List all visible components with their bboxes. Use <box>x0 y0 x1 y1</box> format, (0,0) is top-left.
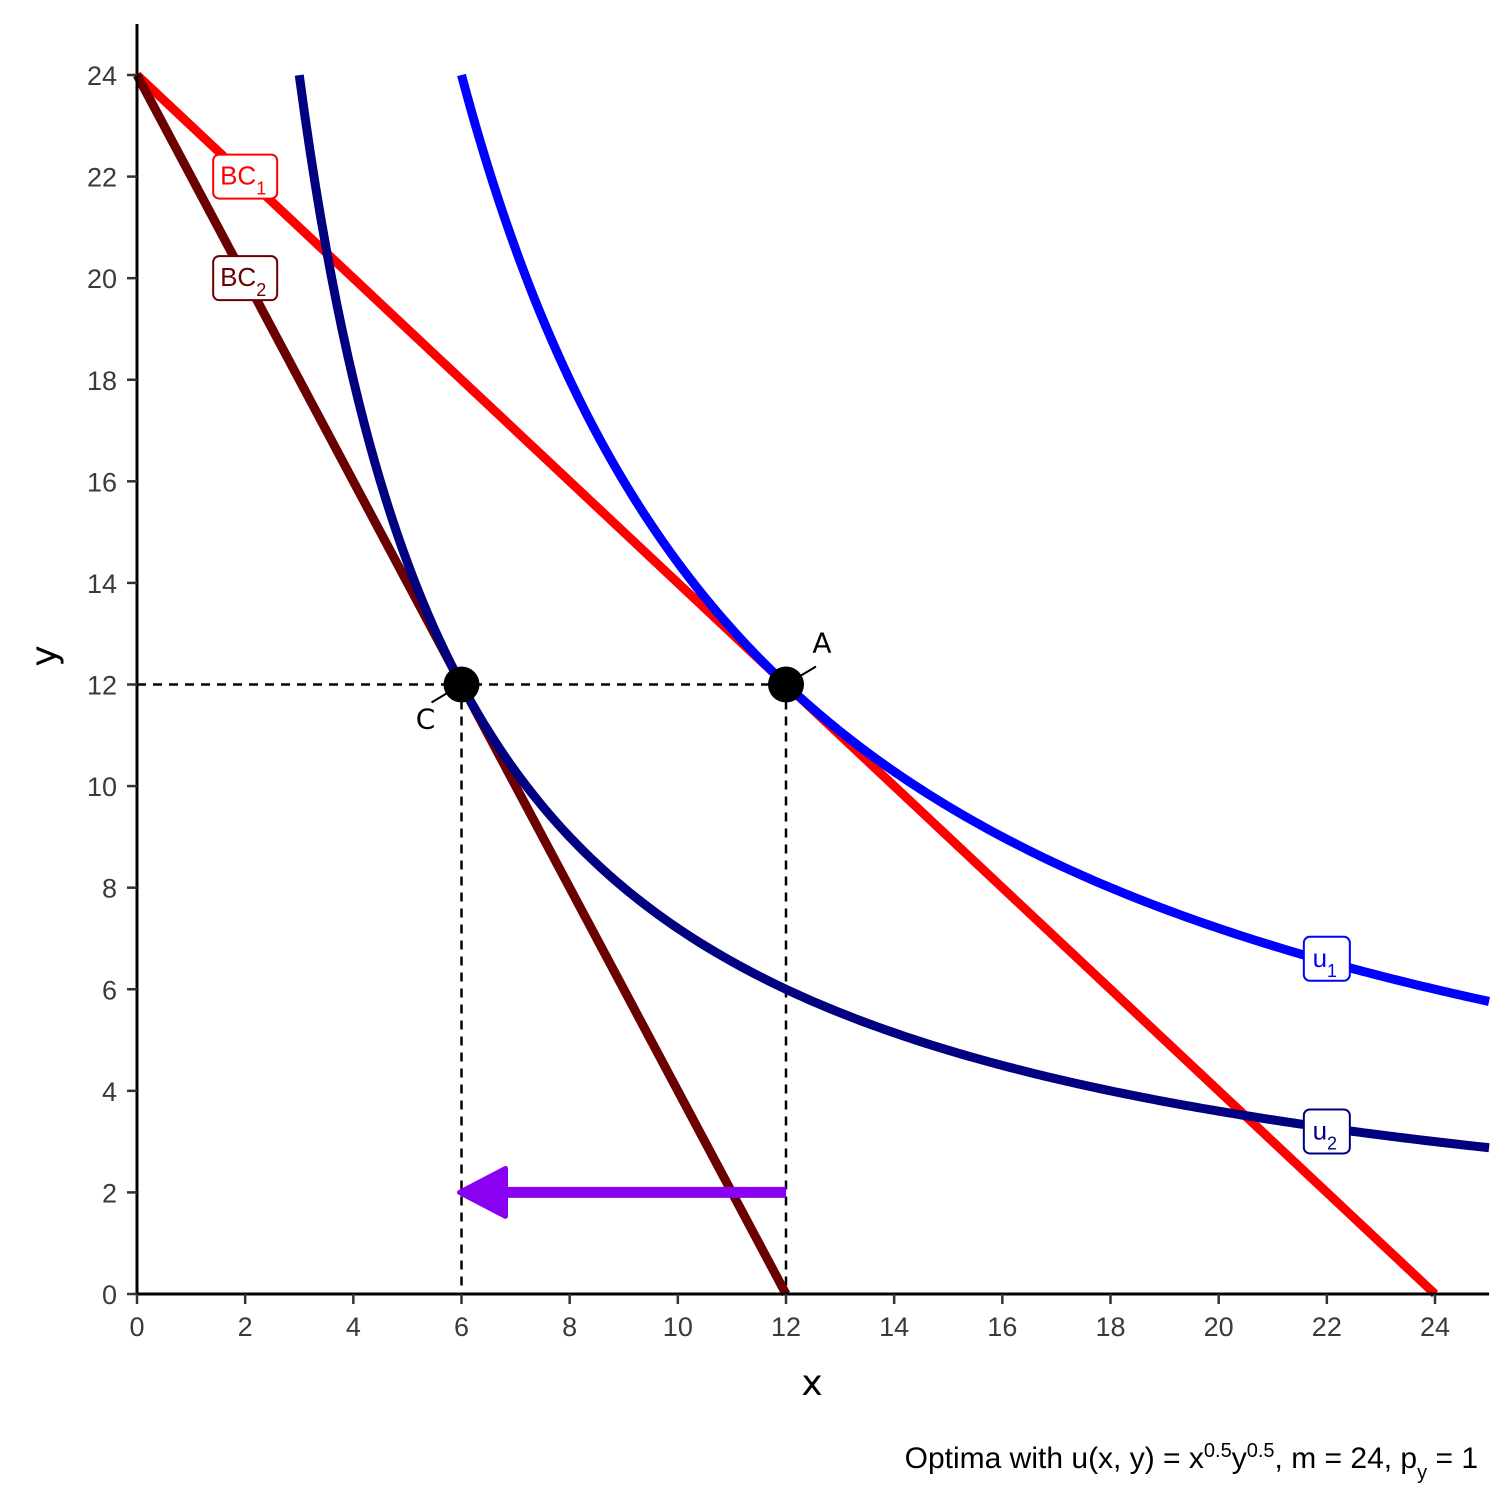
x-tick-label: 20 <box>1204 1312 1234 1342</box>
point-label-C: C <box>416 703 436 736</box>
y-tick-label: 24 <box>87 61 117 91</box>
y-tick-label: 12 <box>87 671 117 701</box>
label-main-u2: u <box>1313 1115 1327 1145</box>
x-tick-label: 0 <box>129 1312 144 1342</box>
chart-caption: Optima with u(x, y) = x0.5y0.5, m = 24, … <box>905 1440 1478 1484</box>
y-tick-label: 10 <box>87 772 117 802</box>
x-tick-label: 6 <box>454 1312 469 1342</box>
label-sub-BC2: 2 <box>256 280 266 300</box>
y-tick-label: 8 <box>102 874 117 904</box>
x-tick-label: 4 <box>346 1312 361 1342</box>
label-main-BC2: BC <box>220 262 256 292</box>
label-main-u1: u <box>1313 943 1327 973</box>
caption-mid: y <box>1232 1442 1247 1475</box>
arrow-head <box>460 1168 506 1216</box>
y-tick-label: 4 <box>102 1077 117 1107</box>
y-tick-label: 22 <box>87 163 117 193</box>
caption-args: (x, y) <box>1088 1442 1155 1475</box>
y-tick-label: 18 <box>87 366 117 396</box>
x-tick-label: 18 <box>1095 1312 1125 1342</box>
label-sub-u1: 1 <box>1327 961 1337 981</box>
y-tick-label: 6 <box>102 975 117 1005</box>
x-tick-label: 8 <box>562 1312 577 1342</box>
x-tick-label: 12 <box>771 1312 801 1342</box>
y-tick-label: 16 <box>87 467 117 497</box>
point-label-A: A <box>812 627 831 660</box>
caption-prefix: Optima with u <box>905 1442 1088 1475</box>
guide-lines <box>137 685 786 1295</box>
point-C <box>444 667 480 703</box>
optima-chart: 0 2 4 6 8 10 12 14 16 18 20 22 24 024681012141618202… <box>0 0 1512 1512</box>
caption-eq: = x <box>1155 1442 1204 1475</box>
y-tick-label: 0 <box>102 1280 117 1310</box>
point-A <box>768 667 804 703</box>
x-axis-ticks: 0 2 4 6 8 10 12 14 16 18 20 22 24 <box>129 1294 1450 1342</box>
x-axis-title: x <box>801 1363 822 1404</box>
y-axis-title: y <box>24 645 65 666</box>
x-tick-label: 16 <box>987 1312 1017 1342</box>
x-tick-label: 22 <box>1312 1312 1342 1342</box>
y-tick-label: 14 <box>87 569 117 599</box>
caption-end: = 1 <box>1427 1442 1478 1475</box>
x-tick-label: 14 <box>879 1312 909 1342</box>
axes <box>136 24 1490 1296</box>
label-sub-u2: 2 <box>1327 1133 1337 1153</box>
label-sub-BC1: 1 <box>256 179 266 199</box>
x-tick-label: 10 <box>663 1312 693 1342</box>
caption-exp2: 0.5 <box>1247 1440 1275 1462</box>
series-group <box>137 75 1489 1294</box>
caption-tail: , m = 24, p <box>1275 1442 1418 1475</box>
y-tick-label: 20 <box>87 264 117 294</box>
caption-sub: y <box>1417 1462 1427 1484</box>
y-tick-label: 2 <box>102 1178 117 1208</box>
label-main-BC1: BC <box>220 161 256 191</box>
caption-exp1: 0.5 <box>1204 1440 1232 1462</box>
chart-container: 0 2 4 6 8 10 12 14 16 18 20 22 24 0 2 4 6 8 10 12 14 16 18 20 2… <box>0 0 1512 1512</box>
x-tick-label: 24 <box>1420 1312 1450 1342</box>
x-tick-label: 2 <box>238 1312 253 1342</box>
series-u2 <box>299 75 1489 1148</box>
